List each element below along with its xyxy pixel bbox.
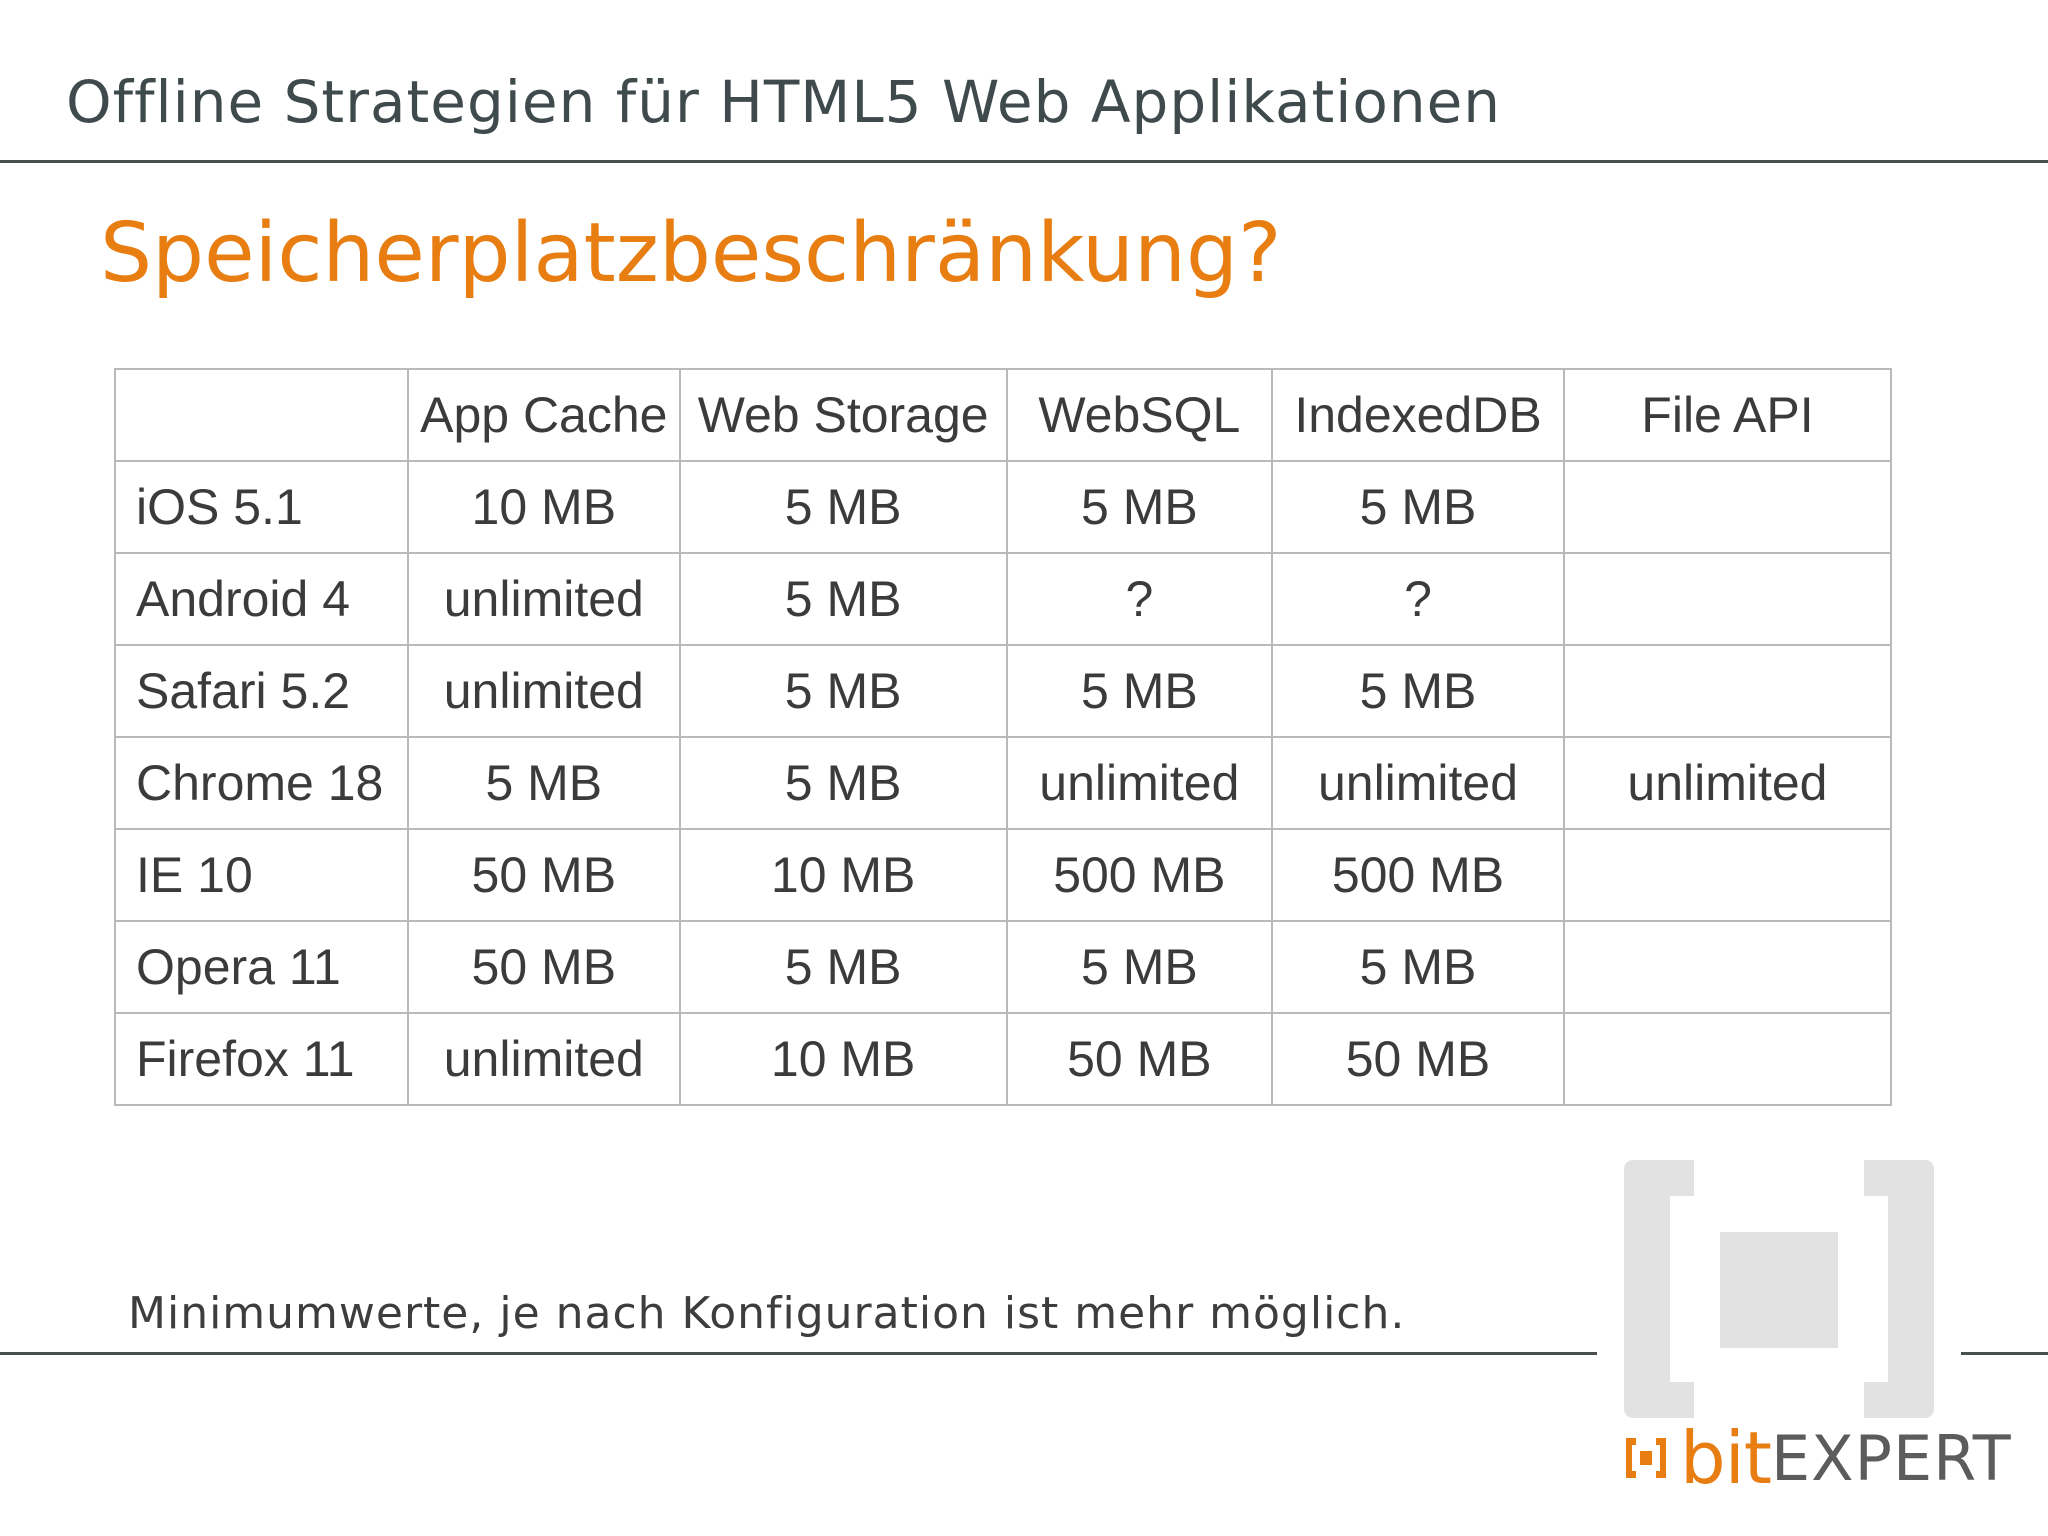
table-row: IE 10 50 MB 10 MB 500 MB 500 MB	[114, 828, 1893, 922]
table-header-cell: App Cache	[406, 368, 681, 462]
table-row: iOS 5.1 10 MB 5 MB 5 MB 5 MB	[114, 460, 1893, 554]
table-cell	[1562, 460, 1893, 554]
table-cell: 5 MB	[1271, 644, 1565, 738]
browser-cell: Firefox 11	[114, 1012, 409, 1106]
table-cell: 500 MB	[1271, 828, 1565, 922]
table-row: Android 4 unlimited 5 MB ? ?	[114, 552, 1893, 646]
table-cell: 5 MB	[678, 920, 1008, 1014]
table-header-cell: File API	[1562, 368, 1893, 462]
table-cell: 5 MB	[678, 644, 1008, 738]
table-cell	[1562, 644, 1893, 738]
logo-expert-text: EXPERT	[1770, 1421, 2012, 1495]
logo-bit-text: bit	[1680, 1416, 1772, 1500]
table-cell: 5 MB	[1005, 920, 1274, 1014]
table-cell: 5 MB	[406, 736, 681, 830]
header-divider	[0, 160, 2048, 163]
footer-divider	[0, 1352, 1597, 1355]
table-row: Chrome 18 5 MB 5 MB unlimited unlimited …	[114, 736, 1893, 830]
table-cell: 50 MB	[406, 920, 681, 1014]
browser-cell: Android 4	[114, 552, 409, 646]
table-cell: ?	[1005, 552, 1274, 646]
table-cell	[1562, 552, 1893, 646]
table-cell: 5 MB	[1271, 920, 1565, 1014]
bracket-logo-icon	[1626, 1438, 1666, 1478]
browser-cell: Opera 11	[114, 920, 409, 1014]
table-cell: 5 MB	[678, 552, 1008, 646]
table-cell: unlimited	[406, 1012, 681, 1106]
table-cell: unlimited	[1562, 736, 1893, 830]
browser-cell: iOS 5.1	[114, 460, 409, 554]
table-cell: ?	[1271, 552, 1565, 646]
table-cell: 5 MB	[1005, 460, 1274, 554]
table-cell: 5 MB	[1271, 460, 1565, 554]
table-cell: 500 MB	[1005, 828, 1274, 922]
slide-title: Speicherplatzbeschränkung?	[100, 206, 1282, 301]
table-header-row: App Cache Web Storage WebSQL IndexedDB F…	[114, 368, 1893, 462]
browser-cell: Safari 5.2	[114, 644, 409, 738]
table-cell: 50 MB	[406, 828, 681, 922]
footnote: Minimumwerte, je nach Konfiguration ist …	[128, 1288, 1406, 1339]
table-cell: 50 MB	[1271, 1012, 1565, 1106]
table-cell: 10 MB	[678, 1012, 1008, 1106]
table-cell: unlimited	[1005, 736, 1274, 830]
table-cell: 5 MB	[1005, 644, 1274, 738]
table-header-cell: IndexedDB	[1271, 368, 1565, 462]
table-row: Firefox 11 unlimited 10 MB 50 MB 50 MB	[114, 1012, 1893, 1106]
table-cell: 5 MB	[678, 736, 1008, 830]
browser-cell: Chrome 18	[114, 736, 409, 830]
table-cell: 10 MB	[678, 828, 1008, 922]
table-header-cell: WebSQL	[1005, 368, 1274, 462]
table-cell	[1562, 1012, 1893, 1106]
bitexpert-logo: bit EXPERT	[1622, 1416, 2012, 1500]
table-cell: unlimited	[406, 644, 681, 738]
table-row: Safari 5.2 unlimited 5 MB 5 MB 5 MB	[114, 644, 1893, 738]
storage-limits-table: App Cache Web Storage WebSQL IndexedDB F…	[114, 368, 1893, 1106]
table-cell: 5 MB	[678, 460, 1008, 554]
table-cell: unlimited	[1271, 736, 1565, 830]
table-header-cell: Web Storage	[678, 368, 1008, 462]
bracket-square-logo-icon	[1624, 1160, 1934, 1418]
table-cell	[1562, 920, 1893, 1014]
table-header-cell	[114, 368, 409, 462]
footer-divider-right	[1961, 1352, 2048, 1355]
table-cell: 10 MB	[406, 460, 681, 554]
browser-cell: IE 10	[114, 828, 409, 922]
table-cell: 50 MB	[1005, 1012, 1274, 1106]
table-row: Opera 11 50 MB 5 MB 5 MB 5 MB	[114, 920, 1893, 1014]
table-cell: unlimited	[406, 552, 681, 646]
presentation-title: Offline Strategien für HTML5 Web Applika…	[66, 68, 1502, 136]
table-cell	[1562, 828, 1893, 922]
